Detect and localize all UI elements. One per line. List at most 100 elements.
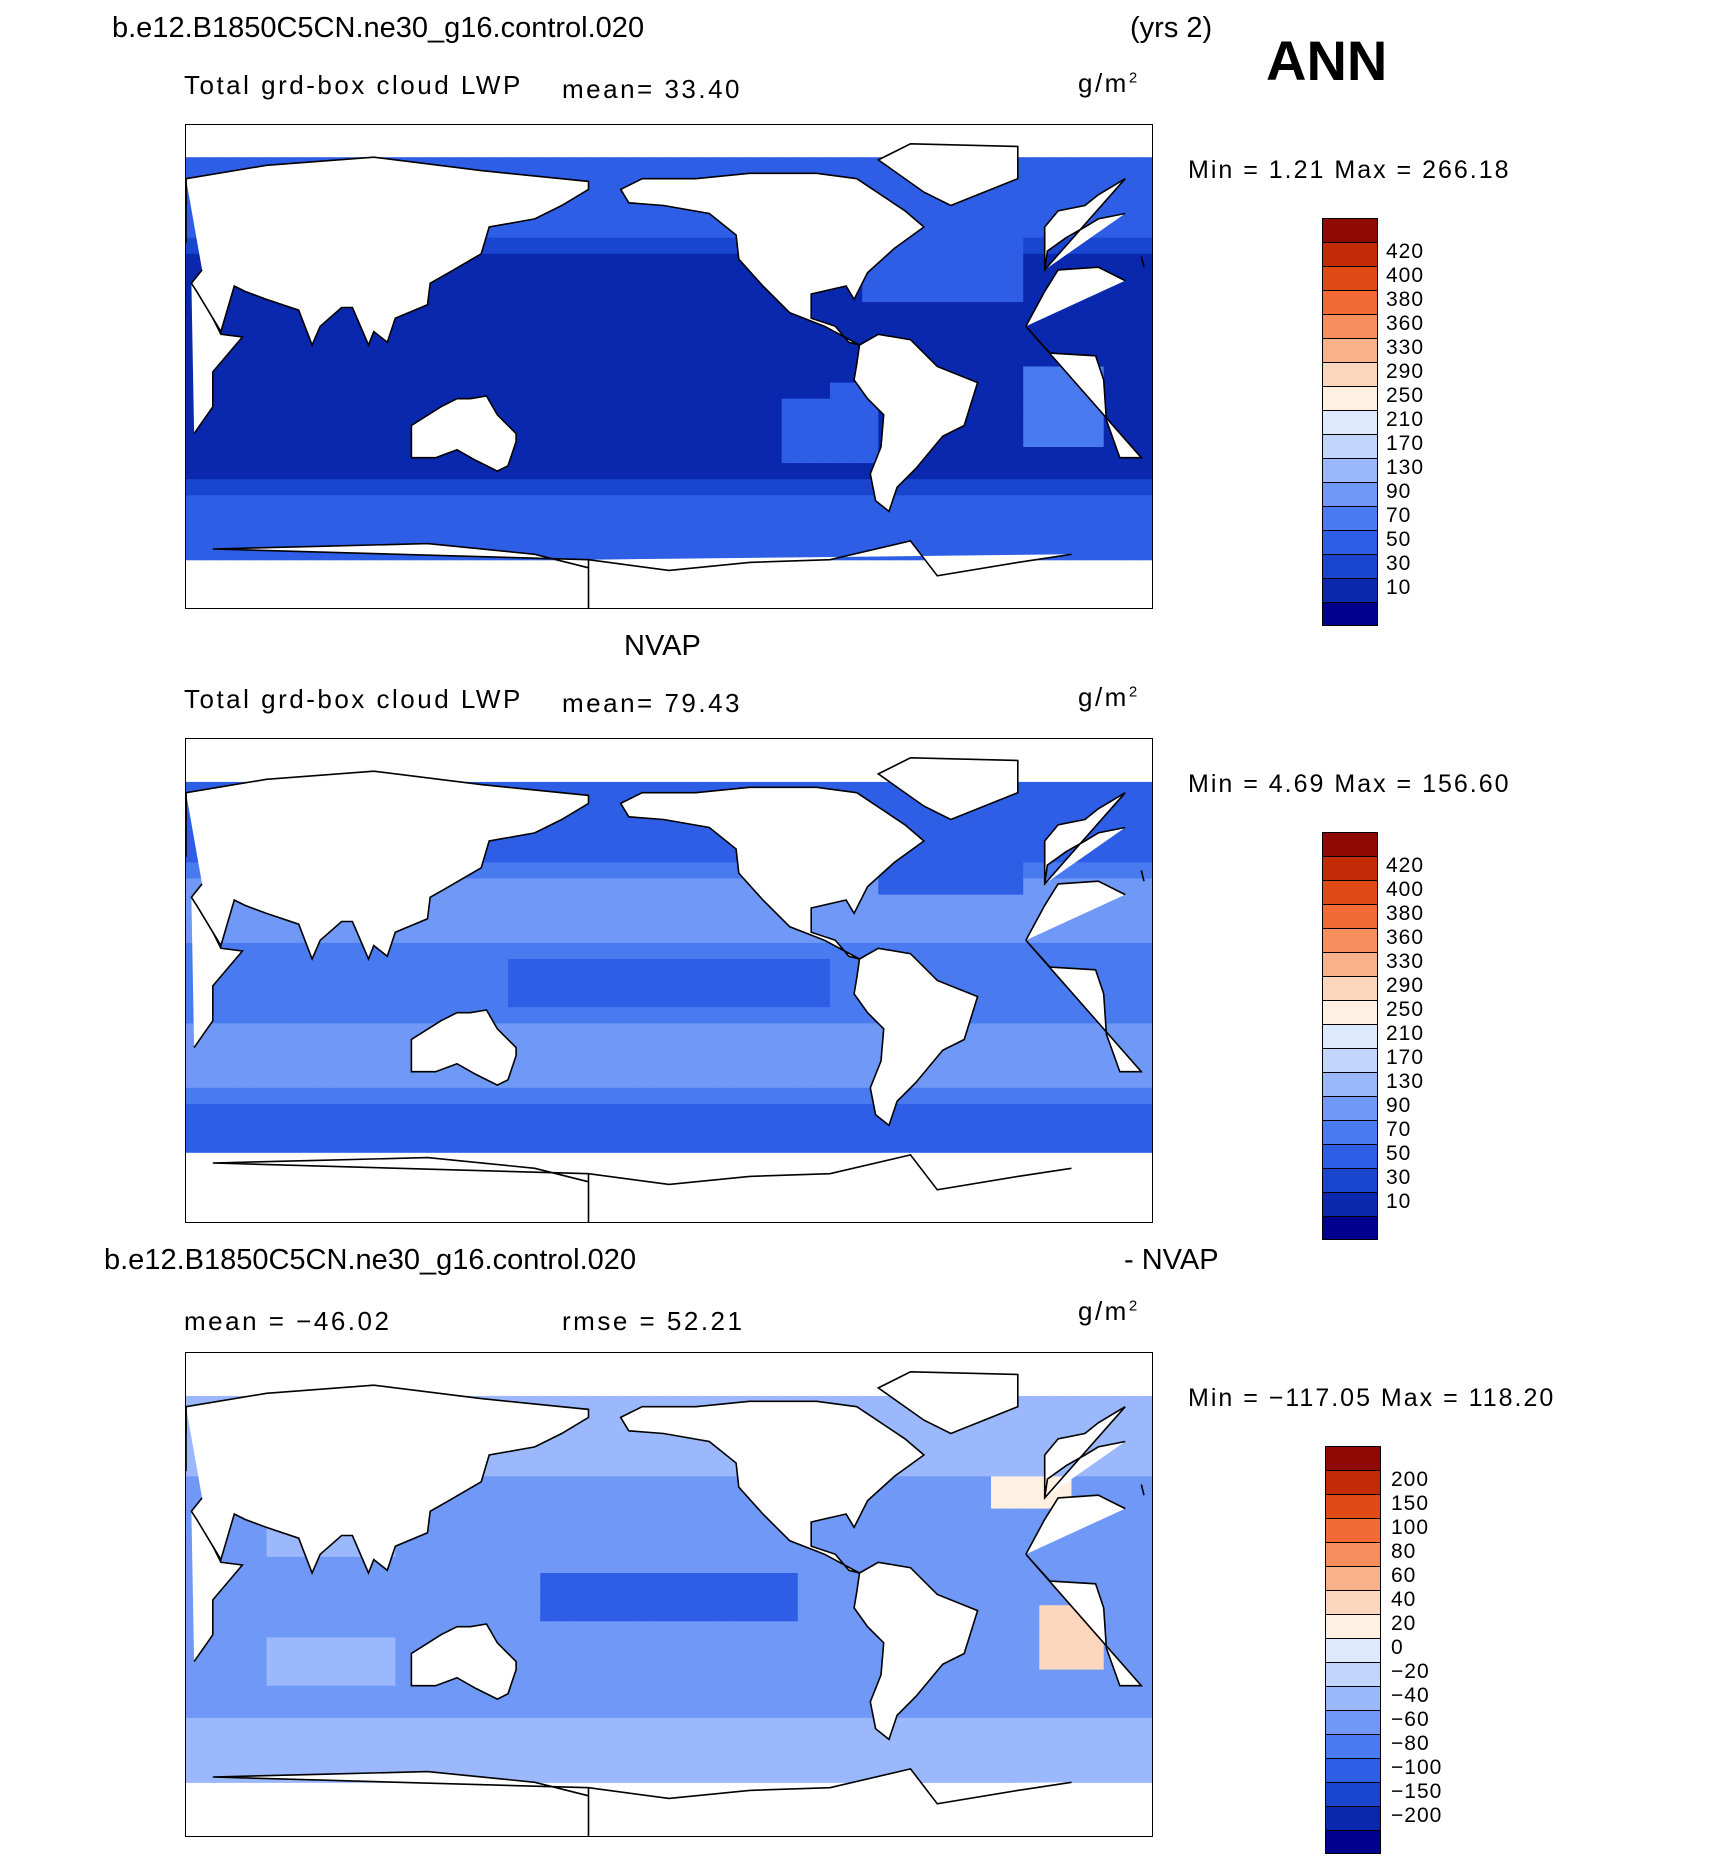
field-cell: [974, 1087, 992, 1105]
field-cell: [1039, 253, 1056, 271]
field-cell: [765, 1637, 783, 1655]
field-cell: [733, 1007, 751, 1024]
field-cell: [572, 398, 590, 416]
field-cell: [862, 1750, 879, 1767]
field-cell: [491, 366, 509, 384]
field-cell: [491, 1540, 509, 1558]
field-cell: [701, 942, 718, 960]
panel2-minmax: Min = 4.69 Max = 156.60: [1188, 770, 1511, 798]
field-cell: [1135, 942, 1152, 960]
field-cell: [1023, 894, 1040, 912]
field-cell: [958, 1428, 976, 1445]
field-cell: [974, 495, 992, 512]
field-cell: [1119, 334, 1137, 351]
field-cell: [797, 157, 815, 174]
field-cell: [540, 1460, 557, 1477]
field-cell: [926, 894, 944, 912]
field-cell: [218, 1605, 235, 1622]
field-cell: [314, 1685, 332, 1703]
field-cell: [781, 1071, 799, 1089]
field-cell: [765, 1750, 783, 1767]
field-cell: [1007, 286, 1024, 303]
field-cell: [572, 910, 590, 928]
field-cell: [685, 447, 702, 464]
field-cell: [1023, 1007, 1040, 1024]
field-cell: [1135, 1007, 1152, 1024]
field-cell: [1023, 1556, 1040, 1574]
field-cell: [250, 1103, 268, 1121]
field-cell: [620, 1524, 638, 1542]
field-cell: [491, 1701, 509, 1719]
field-cell: [1007, 1071, 1024, 1089]
field-cell: [330, 1556, 348, 1574]
field-cell: [701, 543, 718, 561]
field-cell: [1103, 781, 1121, 799]
field-cell: [588, 221, 606, 239]
field-cell: [1119, 1492, 1137, 1510]
field-cell: [652, 463, 670, 480]
field-cell: [1103, 1120, 1121, 1137]
field-cell: [1087, 910, 1105, 928]
field-cell: [475, 975, 493, 992]
field-cell: [556, 221, 573, 239]
field-cell: [524, 382, 541, 400]
field-cell: [636, 926, 654, 944]
field-cell: [765, 430, 783, 448]
field-cell: [459, 334, 477, 351]
field-cell: [1119, 189, 1137, 207]
field-cell: [1039, 527, 1056, 545]
field-cell: [701, 1750, 718, 1767]
field-cell: [330, 1540, 348, 1558]
field-cell: [347, 1685, 364, 1703]
field-cell: [620, 1071, 638, 1089]
field-cell: [347, 1007, 364, 1024]
field-cell: [266, 1653, 284, 1671]
field-cell: [427, 1573, 445, 1590]
field-cell: [572, 1524, 590, 1542]
field-cell: [1119, 1071, 1137, 1089]
field-cell: [234, 1701, 251, 1719]
field-cell: [1071, 1120, 1089, 1137]
field-cell: [749, 1540, 767, 1558]
field-cell: [1119, 1605, 1137, 1622]
field-cell: [427, 334, 445, 351]
field-cell: [234, 1717, 251, 1735]
field-cell: [218, 414, 235, 432]
panel2-variable: Total grd-box cloud LWP: [184, 684, 523, 714]
field-cell: [218, 447, 235, 464]
field-cell: [1055, 1136, 1073, 1153]
field-cell: [942, 527, 960, 545]
field-cell: [669, 1685, 686, 1703]
field-cell: [813, 910, 831, 928]
field-cell: [974, 302, 992, 319]
field-cell: [781, 495, 799, 512]
field-cell: [846, 1540, 863, 1558]
field-cell: [942, 269, 960, 287]
field-cell: [1039, 479, 1056, 496]
field-cell: [926, 862, 944, 880]
field-cell: [749, 366, 767, 384]
field-cell: [636, 463, 654, 480]
field-cell: [588, 926, 606, 944]
field-cell: [717, 302, 734, 319]
field-cell: [717, 1039, 734, 1057]
field-cell: [604, 463, 622, 480]
field-cell: [669, 1589, 686, 1606]
field-cell: [1023, 350, 1040, 368]
field-cell: [572, 991, 590, 1008]
field-cell: [556, 430, 573, 448]
field-cell: [572, 1573, 590, 1590]
field-cell: [910, 894, 928, 912]
field-cell: [1007, 1734, 1024, 1751]
field-cell: [1103, 1071, 1121, 1089]
field-cell: [717, 334, 734, 351]
field-cell: [218, 1766, 235, 1783]
field-cell: [298, 1621, 316, 1638]
field-cell: [620, 237, 638, 255]
colorbar-swatch: [1322, 856, 1378, 880]
field-cell: [1007, 1589, 1024, 1606]
field-cell: [1007, 1653, 1024, 1671]
field-cell: [991, 1120, 1008, 1137]
field-cell: [974, 1556, 992, 1574]
field-cell: [202, 1087, 219, 1105]
